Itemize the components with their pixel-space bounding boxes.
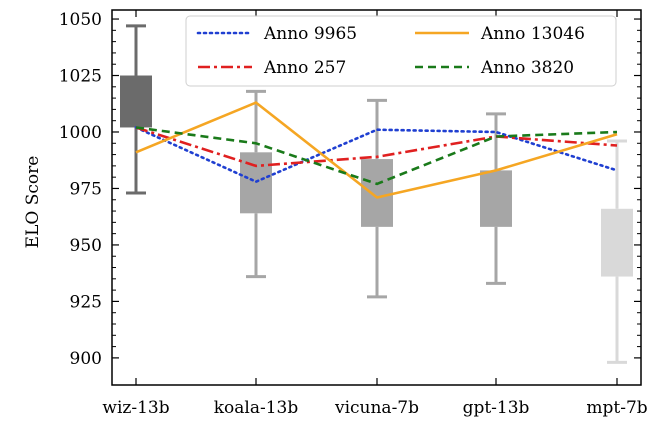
x-tick-label: vicuna-7b bbox=[334, 398, 419, 418]
series-line-1 bbox=[135, 126, 618, 168]
legend-label-1: Anno 257 bbox=[263, 58, 346, 78]
box-gpt-13b bbox=[480, 112, 512, 285]
box-mpt-7b bbox=[601, 139, 633, 364]
box-koala-13b bbox=[240, 89, 272, 279]
y-tick-label: 925 bbox=[70, 292, 102, 312]
box-wiz-13b bbox=[120, 24, 152, 195]
legend-label-3: Anno 3820 bbox=[480, 58, 574, 78]
legend: Anno 9965 Anno 257 Anno 13046 Anno 3820 bbox=[185, 15, 617, 87]
y-tick-label: 1050 bbox=[59, 10, 102, 30]
lines-layer bbox=[134, 101, 619, 199]
box-vicuna-7b bbox=[361, 98, 393, 299]
legend-label-0: Anno 9965 bbox=[263, 24, 357, 44]
y-tick-label: 1025 bbox=[59, 67, 102, 87]
y-axis-title: ELO Score bbox=[23, 156, 43, 249]
legend-label-2: Anno 13046 bbox=[480, 24, 585, 44]
box-body bbox=[361, 159, 393, 227]
box-body bbox=[601, 208, 633, 277]
series-line-3 bbox=[135, 126, 618, 186]
y-tick-label: 975 bbox=[70, 179, 102, 199]
x-tick-label: koala-13b bbox=[214, 398, 299, 418]
series-line-2 bbox=[135, 101, 618, 199]
legend-box bbox=[185, 15, 617, 87]
y-tick-label: 900 bbox=[70, 349, 102, 369]
y-tick-label: 1000 bbox=[59, 123, 102, 143]
box-body bbox=[120, 75, 152, 128]
y-tick-label: 950 bbox=[70, 236, 102, 256]
series-line-0 bbox=[134, 126, 619, 183]
box-body bbox=[480, 170, 512, 227]
x-tick-label: mpt-7b bbox=[586, 398, 647, 418]
axes-layer: 900 925 950 975 1000 1025 1050 wiz-13b koala-13b… bbox=[59, 9, 648, 418]
x-tick-label: gpt-13b bbox=[463, 398, 530, 418]
x-tick-label: wiz-13b bbox=[102, 398, 169, 418]
